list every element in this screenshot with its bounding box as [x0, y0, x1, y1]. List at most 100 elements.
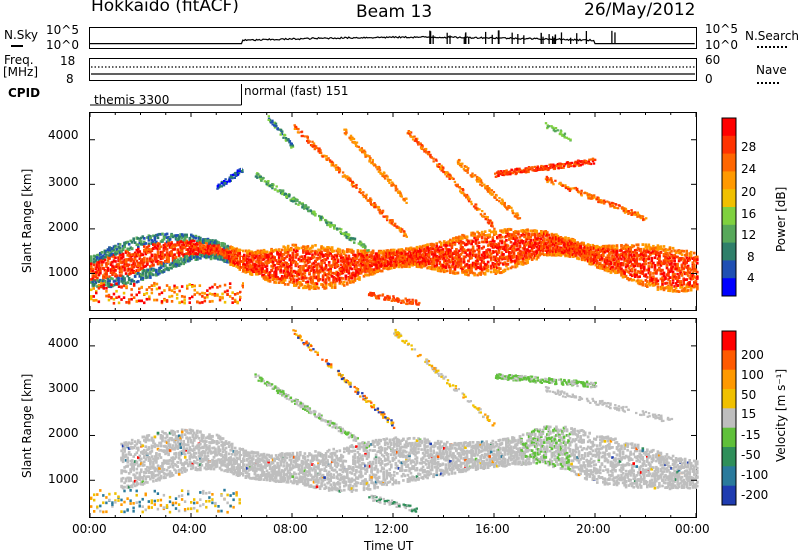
- power-cell: [244, 263, 248, 267]
- sky-left-tick-top: 10^5: [46, 23, 79, 37]
- power-cell: [477, 257, 481, 261]
- power-cell: [544, 245, 548, 249]
- power-cell: [311, 282, 314, 285]
- power-cell: [556, 253, 560, 256]
- power-cell: [446, 269, 449, 273]
- power-cell: [96, 285, 99, 288]
- power-cell: [146, 270, 149, 273]
- power-cell: [276, 277, 279, 281]
- power-cell: [324, 266, 328, 269]
- power-cell: [308, 271, 311, 275]
- power-cell: [170, 250, 173, 253]
- power-cell: [599, 250, 602, 253]
- power-cell: [168, 244, 172, 247]
- power-cell: [100, 251, 104, 254]
- power-cell: [238, 268, 242, 271]
- power-cell: [415, 253, 419, 257]
- power-cell: [327, 246, 331, 249]
- power-cell: [177, 253, 181, 257]
- power-cell: [324, 253, 328, 256]
- power-cell: [150, 267, 154, 271]
- power-cell: [194, 255, 198, 258]
- power-cell: [514, 231, 517, 235]
- power-cell: [393, 248, 396, 252]
- power-cell: [208, 244, 211, 248]
- power-cell: [308, 256, 311, 260]
- power-cell: [285, 261, 288, 265]
- power-cell: [377, 266, 381, 270]
- power-cell: [114, 274, 117, 278]
- power-cell: [452, 237, 455, 240]
- power-cell: [102, 274, 105, 277]
- power-cell: [496, 257, 499, 260]
- power-cell: [447, 251, 451, 255]
- power-cell: [341, 260, 345, 264]
- power-cell: [358, 268, 361, 271]
- power-cell: [565, 247, 569, 250]
- power-cell: [120, 250, 123, 253]
- power-cell: [262, 273, 266, 277]
- power-cell: [474, 262, 478, 266]
- power-cell: [573, 239, 576, 242]
- power-cell: [364, 249, 367, 252]
- power-cell: [156, 262, 160, 266]
- power-cell: [465, 273, 469, 276]
- power-cell: [462, 266, 466, 269]
- power-cell: [194, 234, 198, 238]
- nave-tick-bottom: 0: [705, 72, 713, 86]
- power-cell: [361, 255, 364, 259]
- power-cell: [459, 257, 463, 261]
- power-cell: [277, 256, 281, 259]
- power-cell: [397, 257, 401, 261]
- power-cell: [430, 266, 434, 269]
- power-cell: [390, 263, 393, 267]
- power-cell: [318, 278, 322, 281]
- power-cell: [577, 257, 581, 261]
- power-cell: [583, 249, 587, 253]
- power-cell: [323, 273, 326, 277]
- power-cell: [147, 268, 151, 272]
- power-cell: [567, 243, 570, 247]
- power-cell: [385, 260, 388, 264]
- power-cell: [544, 232, 548, 235]
- power-cell: [273, 277, 276, 280]
- power-cell: [456, 239, 460, 242]
- power-cell: [527, 257, 531, 261]
- power-cbar-tick: 12: [741, 228, 757, 242]
- power-cell: [529, 245, 532, 249]
- power-cell: [438, 252, 442, 256]
- power-cell: [527, 240, 531, 244]
- power-cell: [494, 245, 498, 248]
- power-cell: [173, 261, 176, 265]
- power-cell: [347, 271, 351, 275]
- power-cell: [367, 262, 370, 265]
- power-cell: [90, 265, 93, 268]
- power-cell: [341, 268, 345, 272]
- power-cell: [380, 269, 384, 273]
- power-cell: [493, 233, 496, 236]
- power-cell: [618, 269, 622, 273]
- power-cell: [336, 274, 340, 277]
- power-cell: [280, 257, 284, 261]
- power-cell: [293, 244, 296, 247]
- power-cell: [614, 257, 617, 261]
- power-cell: [314, 287, 317, 290]
- power-cell: [290, 272, 293, 276]
- power-cell: [609, 262, 613, 266]
- power-cell: [417, 265, 420, 268]
- power-cell: [338, 278, 342, 282]
- power-cell: [377, 254, 381, 258]
- power-cell: [576, 246, 579, 249]
- power-cell: [341, 256, 345, 260]
- power-cell: [149, 250, 152, 254]
- power-cell: [327, 263, 331, 267]
- power-cell: [329, 266, 332, 270]
- power-cell: [583, 254, 587, 257]
- velocity-cbar-tick: -200: [741, 488, 769, 502]
- power-cell: [93, 271, 96, 275]
- power-cell: [362, 257, 366, 260]
- power-cell: [96, 276, 99, 280]
- power-cell: [182, 258, 185, 261]
- power-cell: [223, 256, 226, 259]
- power-cell: [555, 250, 558, 254]
